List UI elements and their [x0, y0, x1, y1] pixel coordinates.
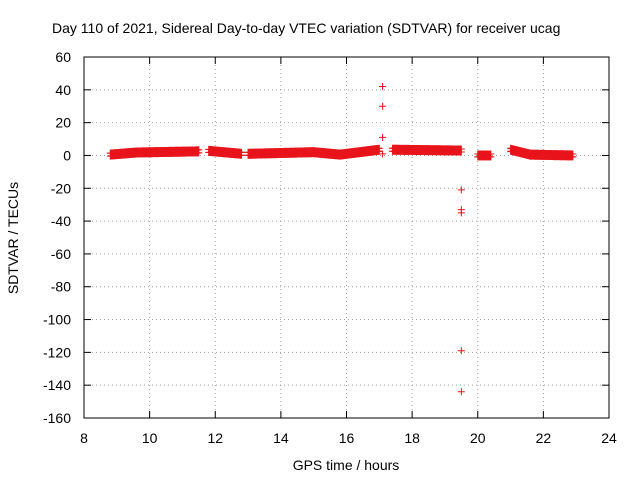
y-tick-label: -20 [51, 180, 71, 196]
y-axis-label: SDTVAR / TECUs [5, 182, 21, 294]
data-point [379, 102, 387, 110]
y-tick-label: -60 [51, 246, 71, 262]
y-tick-label: -160 [43, 410, 71, 426]
y-tick-label: -100 [43, 312, 71, 328]
data-point [457, 347, 465, 355]
y-tick-label: 40 [55, 82, 71, 98]
data-point [457, 388, 465, 396]
y-tick-label: 60 [55, 49, 71, 65]
y-tick-labels: 60 40 20 0 -20 -40 -60 -80 -100 -120 -140 -160 [43, 49, 71, 426]
x-tick-label: 8 [80, 430, 88, 446]
x-tick-label: 24 [601, 430, 617, 446]
data-point [379, 83, 387, 91]
data-point [379, 150, 387, 158]
data-point [379, 133, 387, 141]
x-axis-label: GPS time / hours [293, 457, 400, 473]
data-point [238, 151, 245, 159]
grid-lines [84, 57, 609, 418]
data-point [195, 149, 203, 157]
data-point [487, 153, 495, 161]
data-point [457, 186, 465, 194]
data-point [457, 148, 465, 156]
data-point [569, 153, 577, 161]
y-tick-label: -120 [43, 344, 71, 360]
x-tick-labels: 8 10 12 14 16 18 20 22 24 [80, 430, 617, 446]
y-tick-label: -80 [51, 279, 71, 295]
x-tick-label: 16 [339, 430, 355, 446]
chart-title: Day 110 of 2021, Sidereal Day-to-day VTE… [52, 20, 560, 36]
x-tick-label: 14 [273, 430, 289, 446]
y-tick-label: -140 [43, 377, 71, 393]
data-point [457, 209, 465, 217]
y-tick-label: 0 [63, 147, 71, 163]
x-tick-label: 10 [142, 430, 158, 446]
axis-ticks [83, 56, 610, 419]
data-points [106, 83, 577, 396]
y-tick-label: -40 [51, 213, 71, 229]
x-tick-label: 22 [536, 430, 552, 446]
x-tick-label: 12 [207, 430, 223, 446]
y-tick-label: 20 [55, 115, 71, 131]
x-tick-label: 20 [470, 430, 486, 446]
x-tick-label: 18 [404, 430, 420, 446]
